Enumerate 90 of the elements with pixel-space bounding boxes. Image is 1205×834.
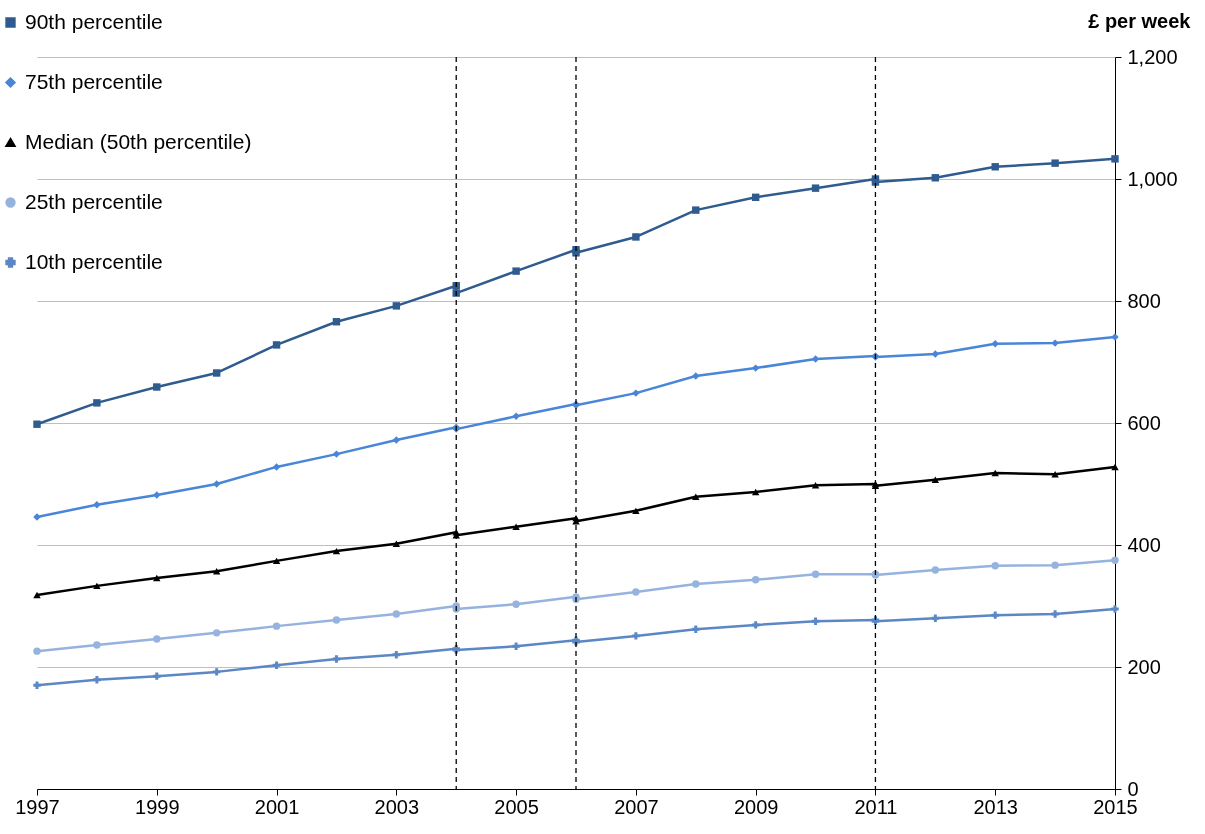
point [33,420,41,428]
point [332,547,341,555]
y-tick-label: 600 [1127,411,1161,434]
x-tick-label: 2003 [374,795,420,818]
point [692,493,700,501]
point [751,488,760,496]
point [93,641,101,649]
x-tick-label: 2011 [854,795,898,818]
point [212,480,221,488]
point [692,206,700,214]
point [512,523,520,530]
point [811,617,820,625]
x-tick-label: 2013 [973,795,1018,818]
point [991,611,999,619]
point [272,341,281,349]
point [931,614,940,622]
x-tick-label: 2005 [494,795,539,818]
point [1111,463,1119,471]
point [392,302,401,310]
point [991,469,999,477]
point [991,339,999,348]
point [153,574,161,582]
point [632,588,640,596]
point [692,580,700,588]
point [632,632,640,640]
x-tick-label: 2007 [614,795,659,818]
legend-label: Median (50th percentile) [25,129,252,153]
point [93,582,101,590]
point [93,399,101,407]
legend-label: 10th percentile [25,249,163,273]
point [212,629,221,637]
point [33,591,41,599]
point [751,576,760,584]
x-tick-label: 2001 [254,795,300,818]
point [33,681,41,690]
point [512,642,520,650]
y-tick-label: 1,200 [1127,45,1178,68]
point [332,450,341,458]
point [512,600,520,608]
point [811,570,820,578]
legend-label: 25th percentile [25,189,163,213]
point [452,289,460,297]
y-tick-label: 200 [1127,655,1161,678]
point [811,184,820,192]
point [931,566,940,574]
x-tick-label: 1997 [15,795,60,818]
point [212,369,221,377]
y-tick-label: 1,000 [1127,167,1178,190]
point [272,557,281,565]
point [1051,561,1059,569]
y-tick-label: 800 [1127,289,1161,312]
point [1111,155,1119,163]
point [632,233,640,241]
point [1051,159,1059,167]
point [332,616,341,624]
point [931,350,940,358]
y-tick-label: 400 [1127,533,1161,556]
point [272,661,281,669]
point [93,676,101,684]
point [632,507,640,515]
point [931,476,940,483]
point [153,672,161,680]
point [93,501,101,509]
legend-label: 90th percentile [25,9,163,33]
point [392,651,401,659]
point [272,622,281,630]
point [272,463,281,471]
point [332,655,341,663]
y-axis-title: £ per week [1088,9,1192,32]
point [991,163,999,171]
point [153,635,161,643]
point [811,355,820,363]
point [512,267,520,275]
x-tick-label: 2009 [733,795,779,818]
point [153,383,161,391]
point [1051,610,1059,618]
point [392,610,401,618]
point [1111,556,1119,564]
point [1111,605,1119,613]
point [392,540,401,547]
point [751,621,760,629]
point [991,562,999,570]
point [512,412,520,420]
point [212,668,221,676]
point [33,647,41,655]
x-tick-label: 1999 [135,795,180,818]
point [392,436,401,444]
point [692,625,700,633]
point [751,364,760,372]
legend-label: 75th percentile [25,69,163,93]
